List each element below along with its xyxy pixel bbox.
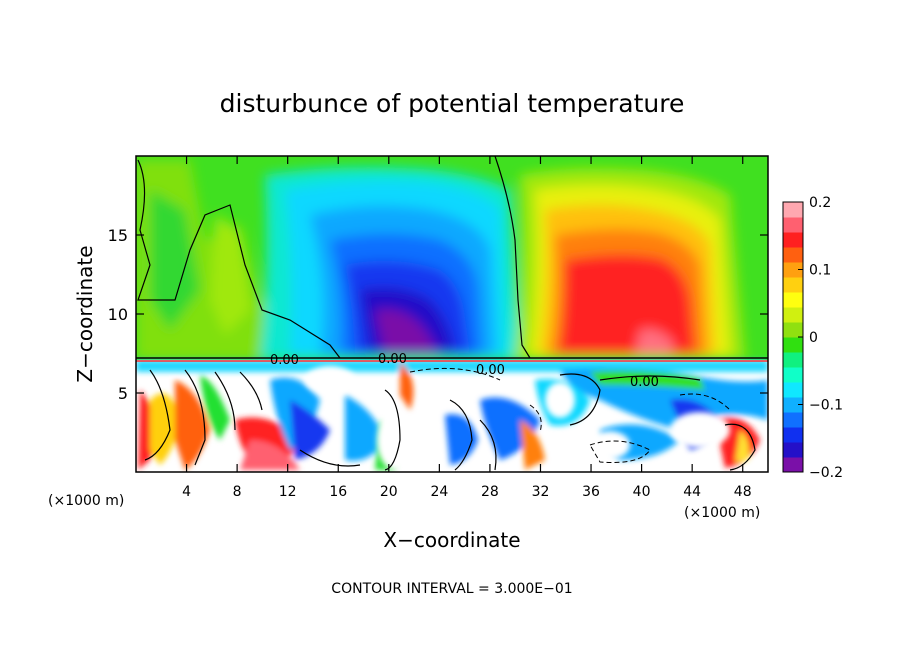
- colorbar-swatch: [783, 217, 803, 233]
- x-axis: 4 8 12 16 20 24 28 32 36 40 44 48: [182, 156, 752, 500]
- x-tick-label: 36: [582, 484, 600, 500]
- colorbar-swatch: [783, 352, 803, 368]
- y-tick-label: 15: [108, 226, 128, 245]
- colorbar-tick-label: −0.2: [809, 465, 843, 481]
- colorbar-tick-label: 0.1: [809, 263, 831, 279]
- colorbar: 0.2 0.1 0 −0.1 −0.2: [782, 195, 843, 481]
- x-unit-right: (×1000 m): [684, 505, 760, 521]
- colorbar-swatch: [783, 202, 803, 218]
- x-tick-label: 32: [532, 484, 550, 500]
- colorbar-swatch: [783, 382, 803, 398]
- colorbar-swatch: [783, 292, 803, 308]
- colorbar-swatch: [783, 277, 803, 293]
- colorbar-swatch: [783, 337, 803, 353]
- colorbar-swatch: [783, 322, 803, 338]
- zero-contour-middle: [494, 156, 531, 359]
- colorbar-swatch: [783, 307, 803, 323]
- contour-label: 0.00: [378, 352, 407, 367]
- x-axis-label: X−coordinate: [383, 528, 520, 552]
- x-tick-label: 28: [481, 484, 499, 500]
- contour-label: 0.00: [476, 363, 505, 378]
- x-tick-label: 48: [734, 484, 752, 500]
- colorbar-swatch: [783, 232, 803, 248]
- plot-area: 0.00 0.00 0.00 0.00: [136, 156, 768, 472]
- colorbar-swatch: [783, 367, 803, 383]
- zero-contour-left: [137, 159, 341, 359]
- contour-label: 0.00: [270, 353, 299, 368]
- contour-interval-note: CONTOUR INTERVAL = 3.000E−01: [331, 581, 572, 597]
- x-unit-left: (×1000 m): [48, 493, 124, 509]
- x-tick-label: 16: [329, 484, 347, 500]
- x-tick-label: 44: [683, 484, 701, 500]
- colorbar-swatch: [783, 457, 803, 473]
- colorbar-tick-label: 0.2: [809, 195, 831, 211]
- x-tick-label: 4: [182, 484, 191, 500]
- x-tick-label: 20: [380, 484, 398, 500]
- colorbar-swatch: [783, 397, 803, 413]
- x-tick-label: 12: [279, 484, 297, 500]
- y-tick-label: 10: [108, 305, 128, 324]
- chart-title: disturbunce of potential temperature: [220, 89, 685, 118]
- y-tick-label: 5: [118, 384, 128, 403]
- y-axis-label: Z−coordinate: [73, 245, 97, 382]
- colorbar-swatch: [783, 262, 803, 278]
- x-tick-label: 24: [430, 484, 448, 500]
- y-axis: 5 10 15: [108, 226, 768, 403]
- x-tick-label: 8: [233, 484, 242, 500]
- x-tick-label: 40: [633, 484, 651, 500]
- colorbar-swatch: [783, 427, 803, 443]
- contour-label: 0.00: [630, 375, 659, 390]
- colorbar-tick-label: 0: [809, 330, 818, 346]
- colorbar-swatch: [783, 442, 803, 458]
- colorbar-swatch: [783, 412, 803, 428]
- colorbar-swatch: [783, 247, 803, 263]
- colorbar-tick-label: −0.1: [809, 398, 843, 414]
